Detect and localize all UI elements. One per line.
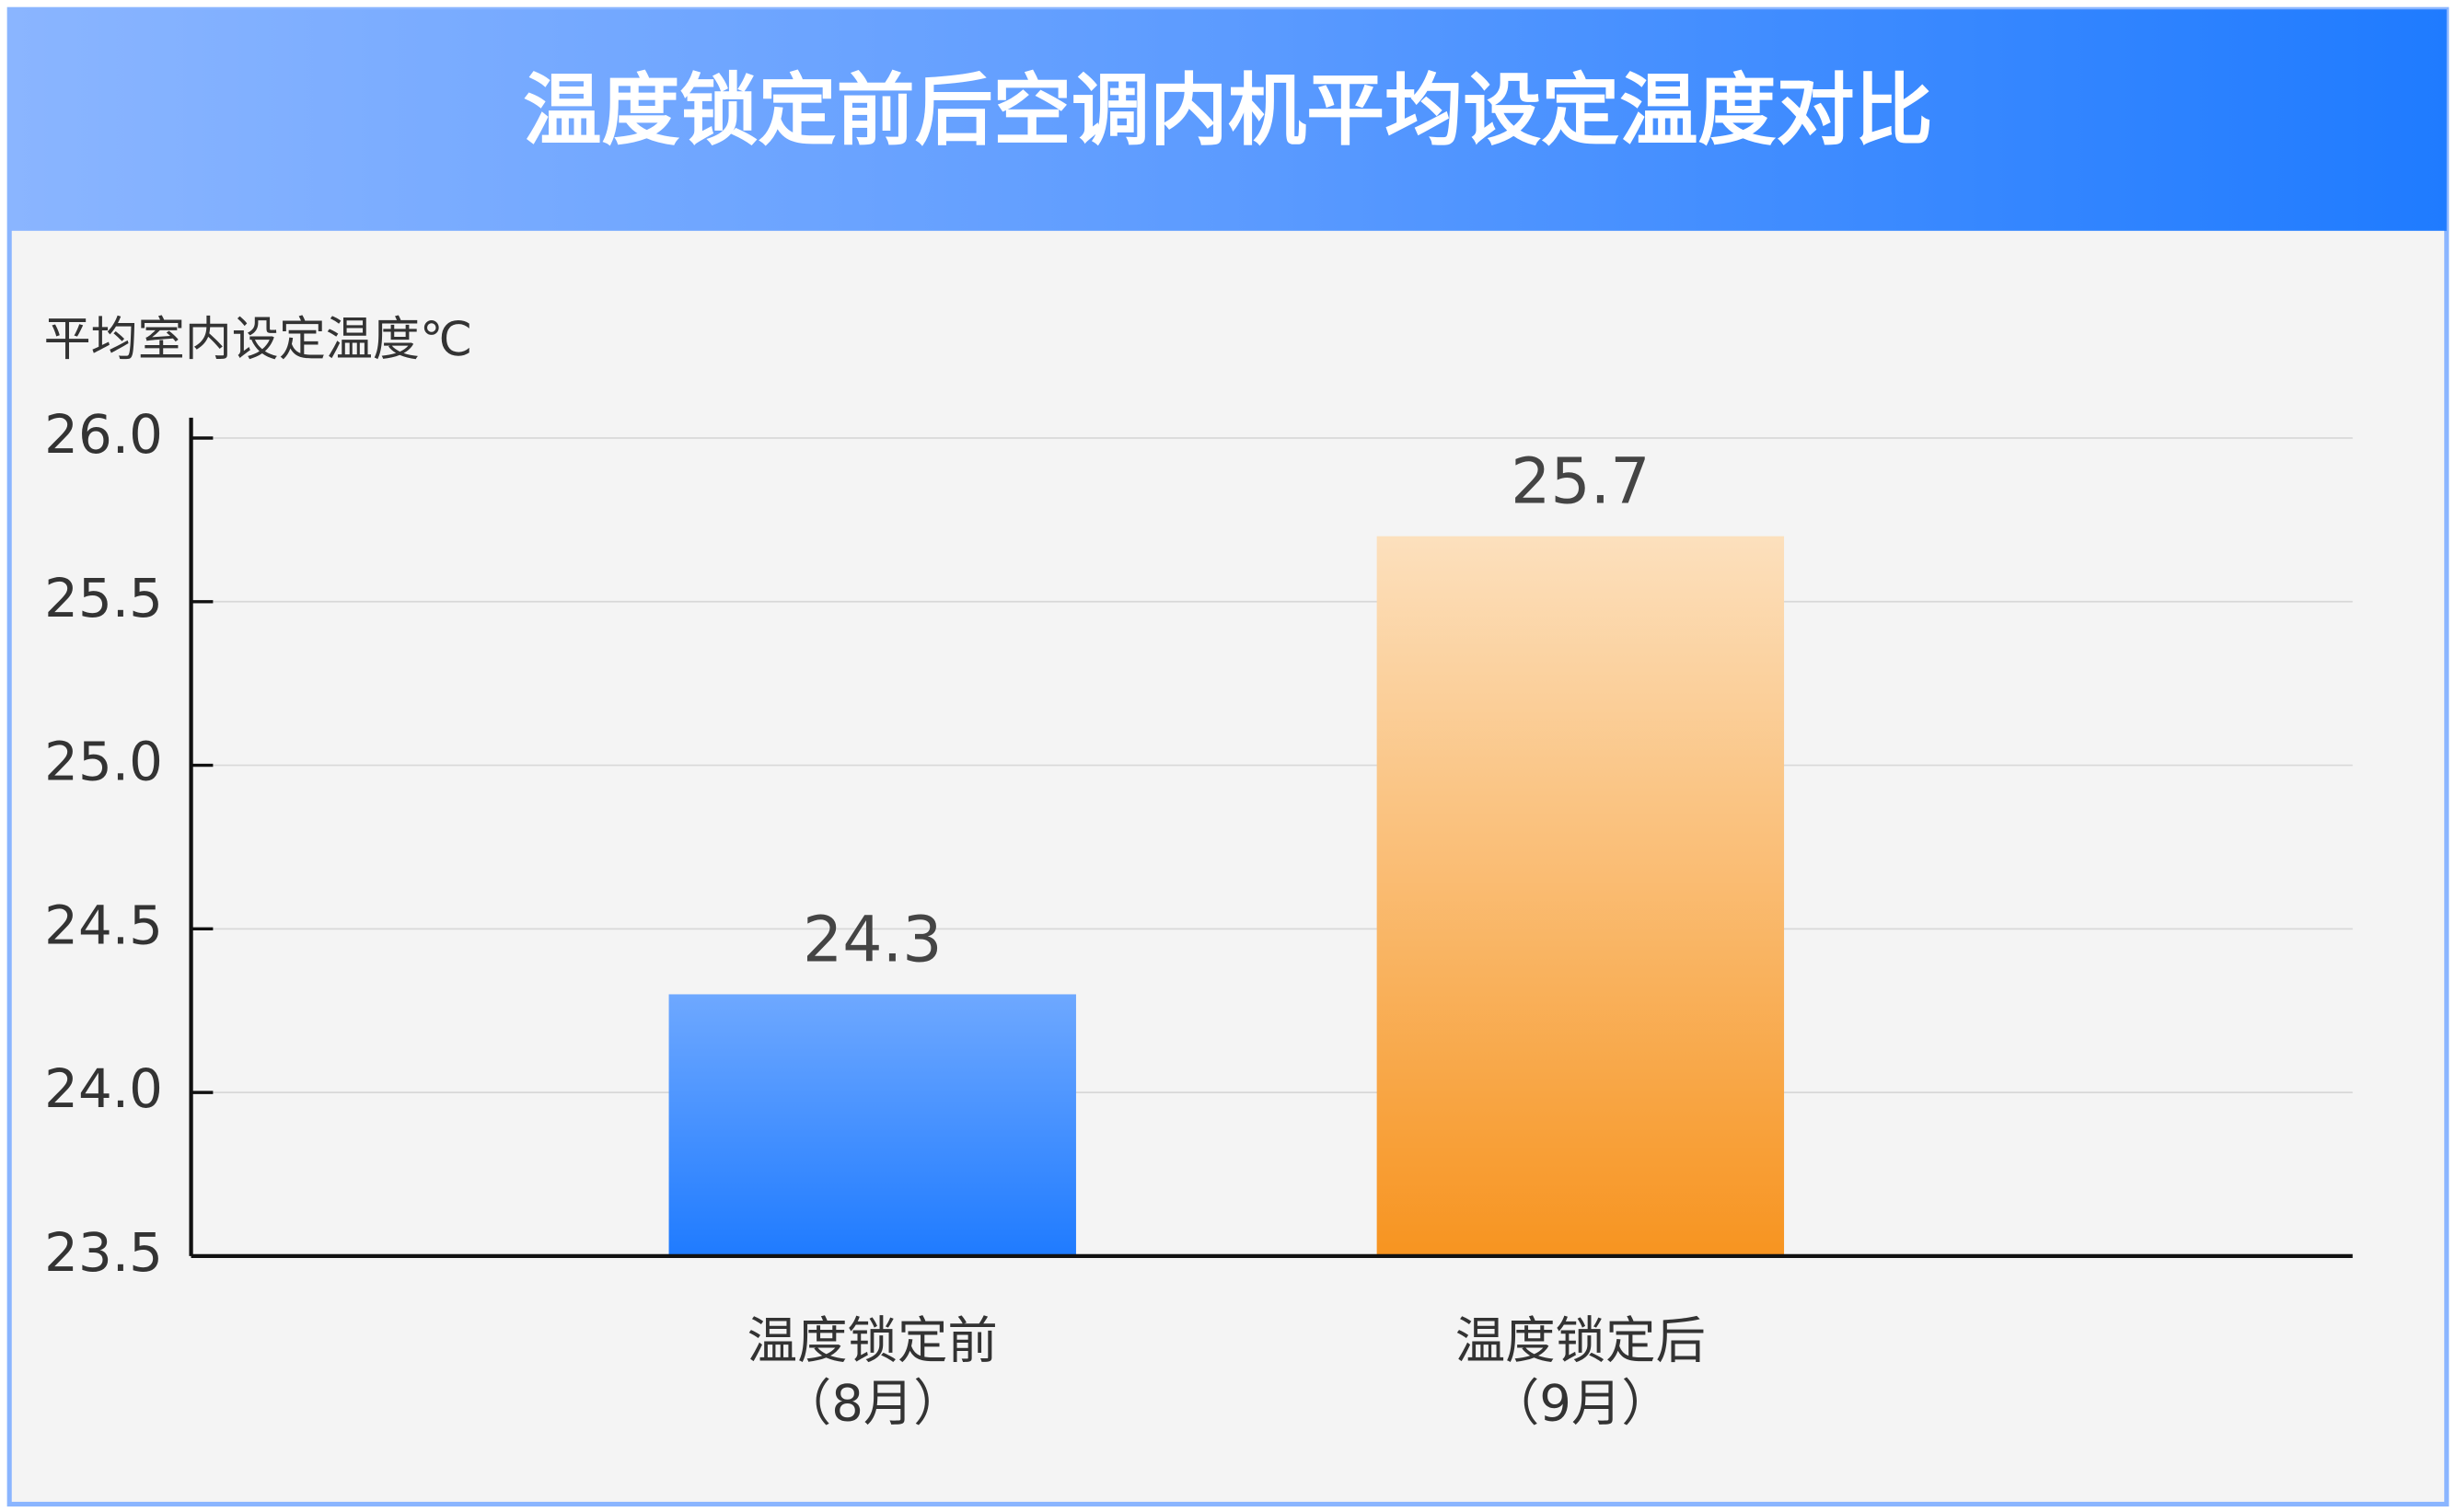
y-axis-label: 平均室内设定温度℃ — [44, 313, 473, 367]
x-tick-label: 温度锁定前（8月） — [747, 1311, 998, 1433]
bar — [1376, 536, 1785, 1256]
y-tick-label: 24.5 — [44, 894, 163, 956]
panel — [6, 6, 2450, 1507]
chart-title: 温度锁定前后空调内机平均设定温度对比 — [523, 66, 1932, 157]
y-tick-label: 25.5 — [44, 567, 163, 629]
y-tick-label: 24.0 — [44, 1057, 163, 1120]
y-tick-label: 25.0 — [44, 731, 163, 793]
bar — [668, 994, 1076, 1256]
value-label: 25.7 — [1511, 446, 1651, 519]
value-label: 24.3 — [803, 904, 943, 976]
y-tick-label: 23.5 — [44, 1221, 163, 1284]
y-tick-label: 26.0 — [44, 403, 163, 466]
header — [9, 9, 2447, 231]
x-tick-label: 温度锁定后（9月） — [1455, 1311, 1706, 1433]
